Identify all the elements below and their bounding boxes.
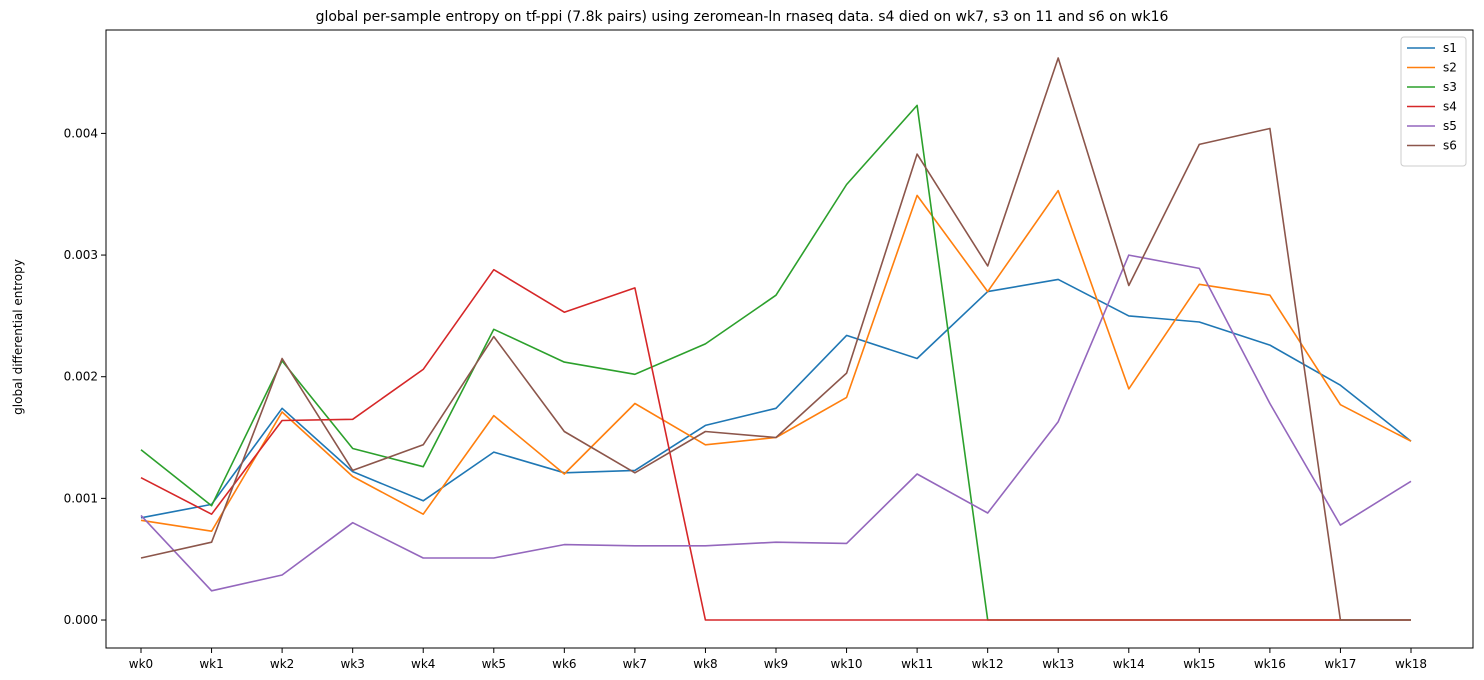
series-line-s1 [140, 278, 1412, 519]
series-line-s6 [140, 57, 1411, 621]
x-tick-label: wk16 [1254, 657, 1286, 671]
legend-label-s2: s2 [1443, 61, 1457, 75]
x-tick-label: wk13 [1042, 657, 1074, 671]
y-tick-label: 0.003 [64, 248, 98, 262]
series-line-s2 [140, 189, 1412, 533]
x-tick-label: wk8 [693, 657, 717, 671]
x-tick-label: wk15 [1183, 657, 1215, 671]
legend-label-s6: s6 [1443, 139, 1457, 153]
x-tick-label: wk6 [552, 657, 576, 671]
legend-label-s1: s1 [1443, 41, 1457, 55]
y-tick-label: 0.004 [64, 126, 98, 140]
y-axis-ticks: 0.000 0.001 0.002 0.003 0.004 [64, 126, 106, 627]
x-tick-label: wk14 [1113, 657, 1145, 671]
legend-label-s3: s3 [1443, 80, 1457, 94]
x-tick-label: wk10 [831, 657, 863, 671]
legend-label-s4: s4 [1443, 100, 1457, 114]
legend: s1 s2 s3 s4 s5 s6 [1400, 36, 1467, 167]
y-axis-label: global differential entropy [11, 259, 25, 415]
plot-frame [105, 29, 1474, 649]
x-tick-label: wk5 [482, 657, 506, 671]
x-tick-label: wk0 [129, 657, 153, 671]
legend-box [1400, 36, 1467, 167]
x-tick-label: wk11 [901, 657, 933, 671]
x-axis-ticks: wk0 wk1 wk2 wk3 wk4 wk5 wk6 wk7 wk8 wk9 wk10 wk11 wk… [129, 648, 1427, 671]
x-tick-label: wk4 [411, 657, 435, 671]
y-tick-label: 0.002 [64, 370, 98, 384]
x-tick-label: wk2 [270, 657, 294, 671]
x-tick-label: wk3 [340, 657, 364, 671]
y-tick-label: 0.000 [64, 613, 98, 627]
x-tick-label: wk9 [764, 657, 788, 671]
series-line-s4 [140, 268, 1411, 621]
x-tick-label: wk1 [199, 657, 223, 671]
chart-title: global per-sample entropy on tf-ppi (7.8… [316, 9, 1169, 25]
x-tick-label: wk12 [972, 657, 1004, 671]
series-lines [140, 57, 1412, 621]
x-tick-label: wk17 [1324, 657, 1356, 671]
y-tick-label: 0.001 [64, 491, 98, 505]
x-tick-label: wk18 [1395, 657, 1427, 671]
legend-label-s5: s5 [1443, 119, 1457, 133]
x-tick-label: wk7 [623, 657, 647, 671]
series-line-s5 [140, 254, 1412, 592]
